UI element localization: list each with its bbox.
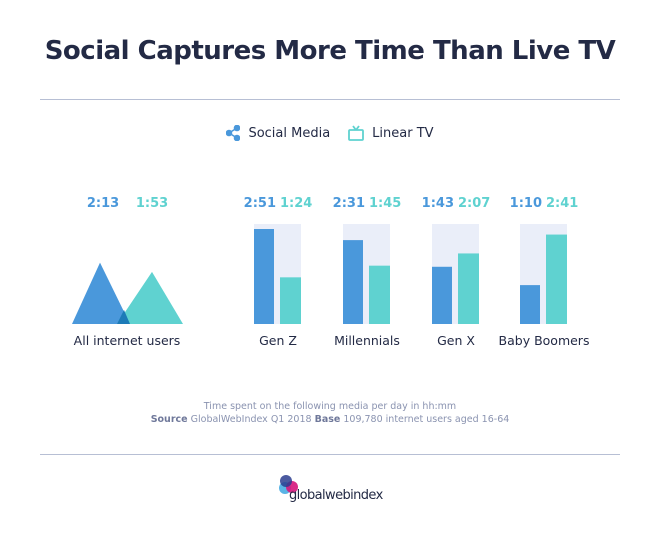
note-source: Source GlobalWebIndex Q1 2018 Base 109,7… xyxy=(150,414,510,425)
chart: 2:13 1:53 All internet users 2:51 1:24 Gen Z 2… xyxy=(72,196,590,348)
triangle-social xyxy=(72,262,130,324)
category-label: Millennials xyxy=(334,333,400,348)
value-label-tv: 1:53 xyxy=(136,196,168,211)
bar-tv xyxy=(546,234,567,324)
value-label-social: 2:31 xyxy=(333,196,365,211)
bar-social xyxy=(254,229,274,324)
value-label-social: 1:10 xyxy=(510,196,542,211)
share-icon xyxy=(226,125,241,141)
note-description: Time spent on the following media per da… xyxy=(203,401,457,412)
category-label: Baby Boomers xyxy=(499,333,590,348)
category-label: Gen X xyxy=(437,333,475,348)
page-title: Social Captures More Time Than Live TV xyxy=(44,36,616,66)
category-label: All internet users xyxy=(74,333,181,348)
value-label-tv: 2:41 xyxy=(546,196,578,211)
value-label-social: 2:51 xyxy=(244,196,276,211)
value-label-social: 2:13 xyxy=(87,196,119,211)
value-label-tv: 1:24 xyxy=(280,196,312,211)
value-label-tv: 2:07 xyxy=(458,196,490,211)
legend: Social Media Linear TV xyxy=(0,125,660,141)
triangle-tv xyxy=(117,271,183,324)
logo-icon xyxy=(279,475,298,494)
category-label: Gen Z xyxy=(259,333,297,348)
value-label-tv: 1:45 xyxy=(369,196,401,211)
value-label-social: 1:43 xyxy=(422,196,454,211)
legend-tv: Linear TV xyxy=(348,125,434,141)
bar-social xyxy=(520,285,540,324)
triangle-overlap xyxy=(117,310,130,324)
legend-social: Social Media xyxy=(226,125,330,141)
bar-tv xyxy=(458,253,479,324)
divider xyxy=(40,99,620,100)
bar-social xyxy=(432,266,452,324)
bar-social xyxy=(343,240,363,324)
bar-tv xyxy=(280,277,301,324)
tv-icon xyxy=(348,125,365,141)
bar-tv xyxy=(369,265,390,324)
divider xyxy=(40,454,620,455)
logo-text: globalwebindex xyxy=(289,488,383,503)
